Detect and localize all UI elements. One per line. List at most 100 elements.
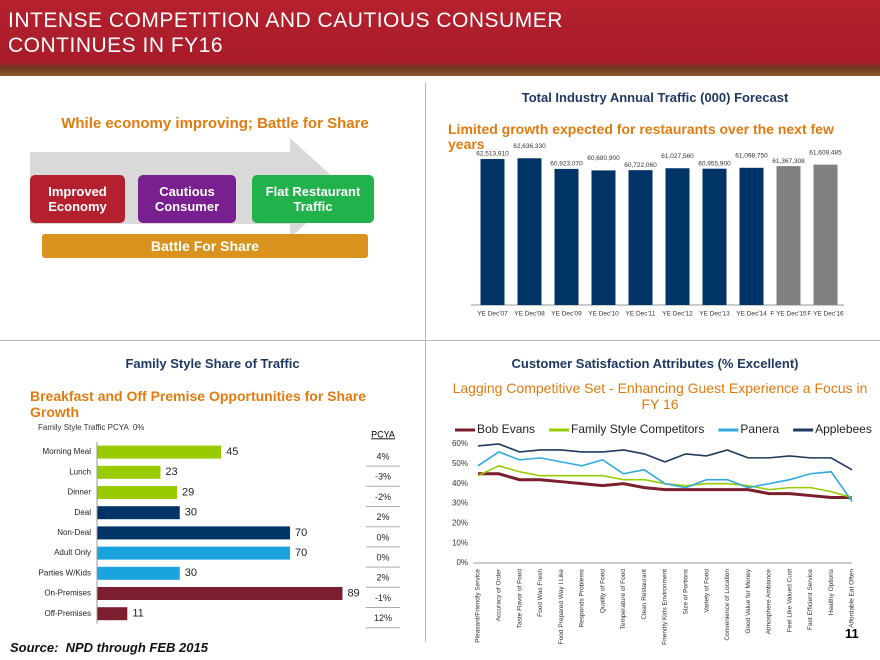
legend-label: Panera	[740, 422, 779, 436]
x-tick-label: Size of Portions	[682, 568, 689, 614]
data-label: 62,513,910	[476, 151, 509, 158]
bar	[97, 486, 177, 499]
pcya-value: 2%	[376, 512, 389, 522]
data-label: 89	[347, 587, 359, 599]
pcya-value: 0%	[376, 532, 389, 542]
strategy-banner: Battle For Share	[42, 234, 368, 258]
y-tick-label: Morning Meal	[43, 447, 92, 456]
pcya-value: 12%	[374, 613, 392, 623]
y-tick-label: Adult Only	[54, 548, 91, 557]
x-tick-label: YE Dec'07	[477, 311, 508, 318]
x-tick-label: YE Dec'12	[662, 311, 693, 318]
bar	[97, 607, 128, 621]
y-tick-label: 40%	[452, 479, 468, 488]
bar	[554, 168, 579, 305]
data-label: 60,955,900	[698, 160, 731, 167]
x-tick-label: Fast Efficient Service	[807, 569, 814, 630]
chart-title: Family Style Share of Traffic	[125, 356, 300, 371]
data-label: 60,923,070	[550, 161, 583, 168]
bar	[97, 445, 222, 459]
y-tick-label: 10%	[452, 538, 468, 547]
x-tick-label: YE Dec'10	[588, 311, 619, 318]
x-tick-label: Quality of Food	[599, 569, 606, 613]
data-label: 61,027,560	[661, 153, 694, 160]
x-tick-label: Temperature of Food	[620, 569, 627, 630]
data-label: 29	[182, 486, 194, 498]
header-band	[0, 0, 880, 76]
data-label: 61,098,750	[735, 153, 768, 160]
data-label: 60,680,900	[587, 155, 620, 162]
slide-title: INTENSE COMPETITION AND CAUTIOUS CONSUME…	[8, 9, 563, 57]
bar	[517, 158, 542, 305]
x-tick-label: Feel Like Valued Cust	[786, 569, 793, 632]
x-tick-label: Healthy Options	[828, 568, 835, 615]
data-label: 70	[295, 547, 307, 559]
x-tick-label: YE Dec'09	[551, 311, 582, 318]
y-tick-label: Parties W/Kids	[39, 568, 91, 577]
y-tick-label: 0%	[456, 558, 468, 567]
x-tick-label: Pleasant/Friendly Service	[475, 569, 482, 643]
y-tick-label: Non-Deal	[57, 528, 91, 537]
data-label: 61,367,308	[772, 158, 805, 165]
x-tick-label: Good Value for Money	[745, 568, 752, 633]
bar	[97, 465, 161, 479]
bar	[776, 166, 801, 305]
chart-subtitle: Lagging Competitive Set - Enhancing Gues…	[452, 380, 868, 412]
x-tick-label: Variety of Food	[703, 569, 710, 613]
pcya-value: 2%	[376, 573, 389, 583]
data-label: 23	[165, 466, 177, 478]
y-tick-label: Deal	[75, 508, 92, 517]
source: Source: NPD through FEB 2015	[10, 640, 208, 655]
x-tick-label: YE Dec'08	[514, 311, 545, 318]
x-tick-label: Food Prepared Way I Like	[558, 569, 565, 645]
legend-label: Bob Evans	[477, 422, 535, 436]
chart-subtitle: Limited growth expected for restaurants …	[448, 121, 834, 152]
strategy-box: Flat Restaurant Traffic	[252, 175, 374, 223]
y-tick-label: Off-Premises	[44, 609, 91, 618]
series-line	[477, 451, 853, 502]
series-line	[477, 443, 853, 471]
x-tick-label: YE Dec'13	[699, 311, 730, 318]
chart-subtitle: Breakfast and Off Premise Opportunities …	[30, 388, 367, 420]
y-tick-label: 20%	[452, 518, 468, 527]
data-label: 30	[185, 567, 197, 579]
x-tick-label: F YE Dec'15	[770, 311, 807, 318]
x-tick-label: YE Dec'11	[625, 311, 655, 318]
legend-label: Applebees	[815, 422, 872, 436]
x-tick-label: Responds Problems	[579, 568, 586, 627]
bar	[591, 170, 616, 305]
x-tick-label: Accuracy of Order	[495, 568, 502, 621]
strategy-box: Improved Economy	[30, 175, 125, 223]
divider	[425, 82, 426, 642]
y-tick-label: 50%	[452, 459, 468, 468]
x-tick-label: YE Dec'14	[736, 311, 767, 318]
bar	[628, 170, 653, 305]
pcya-value: -3%	[375, 472, 391, 482]
pcya-value: 4%	[376, 451, 389, 461]
bar	[739, 167, 764, 305]
x-tick-label: Taste Flavor of Food	[516, 569, 523, 629]
x-tick-label: Friendly Kids Environment	[662, 569, 669, 645]
x-tick-label: Food Was Fresh	[537, 569, 544, 617]
series-line	[478, 472, 852, 500]
y-tick-label: 30%	[452, 499, 468, 508]
bar	[97, 546, 291, 560]
bar	[665, 168, 690, 305]
divider	[0, 340, 880, 341]
chart-title: Customer Satisfaction Attributes (% Exce…	[511, 356, 799, 371]
bar	[97, 587, 343, 600]
data-label: 30	[185, 507, 197, 519]
y-tick-label: Lunch	[69, 467, 91, 476]
bar	[97, 526, 291, 540]
data-label: 62,636,330	[513, 143, 546, 150]
bar	[480, 159, 505, 305]
data-label: 61,609,485	[809, 149, 842, 156]
bar	[97, 506, 180, 520]
bar	[813, 164, 838, 305]
data-label: 70	[295, 527, 307, 539]
chart-title: Total Industry Annual Traffic (000) Fore…	[521, 90, 789, 105]
y-tick-label: Dinner	[67, 488, 91, 497]
data-label: 60,722,060	[624, 162, 657, 169]
x-tick-label: Affordable Eat Often	[849, 569, 856, 628]
chart-note: Family Style Traffic PCYA 0%	[38, 423, 145, 432]
